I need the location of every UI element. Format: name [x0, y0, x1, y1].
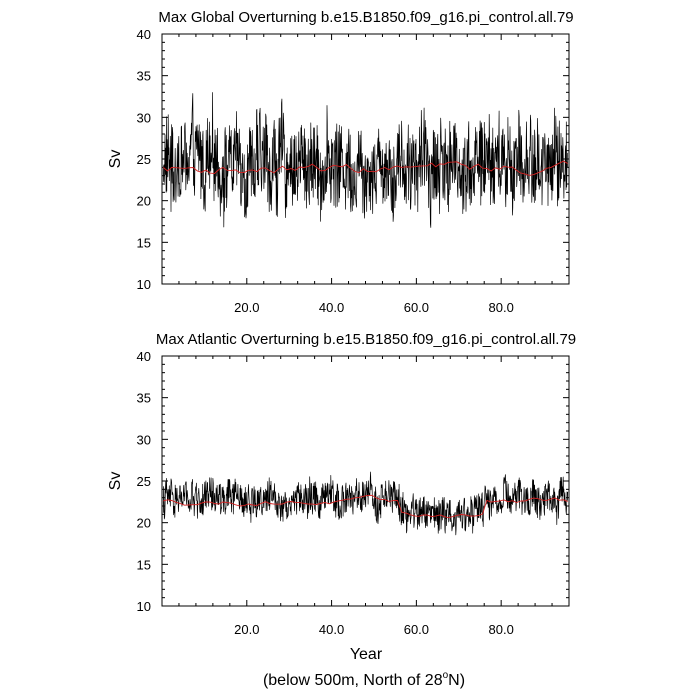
- global-y-tick-label: 35: [137, 69, 151, 84]
- global-x-tick-label: 20.0: [234, 300, 259, 315]
- footnote-degree: o: [443, 670, 449, 681]
- atlantic-y-tick-label: 35: [137, 391, 151, 406]
- global-overturning-panel: Max Global Overturning b.e15.B1850.f09_g…: [107, 9, 574, 315]
- atlantic-y-tick-label: 40: [137, 349, 151, 364]
- global-y-tick-label: 20: [137, 194, 151, 209]
- global-y-tick-label: 30: [137, 110, 151, 125]
- atlantic-y-tick-label: 15: [137, 557, 151, 572]
- global-y-tick-label: 15: [137, 235, 151, 250]
- global-plot-frame: [161, 33, 570, 285]
- atlantic-y-tick-label: 30: [137, 432, 151, 447]
- atlantic-plot-frame: [161, 355, 570, 607]
- global-series-monthly-line: [162, 92, 569, 228]
- atlantic-x-tick-label: 40.0: [319, 622, 344, 637]
- footnote-suffix: N): [448, 672, 465, 689]
- global-chart-title: Max Global Overturning b.e15.B1850.f09_g…: [158, 9, 573, 26]
- atlantic-y-tick-label: 10: [137, 599, 151, 614]
- atlantic-x-tick-label: 80.0: [489, 622, 514, 637]
- footnote: (below 500m, North of 28oN): [263, 670, 465, 689]
- global-ticks: 10 15 20 25 30 35 40 20.0 40.0 60.0 80.0: [137, 27, 569, 315]
- global-y-tick-label: 10: [137, 277, 151, 292]
- atlantic-y-tick-label: 25: [137, 474, 151, 489]
- atlantic-ticks: 10 15 20 25 30 35 40 20.0 40.0 60.0 80.0: [137, 349, 569, 637]
- footnote-prefix: (below 500m, North of 28: [263, 672, 443, 689]
- global-series-annual-mean-line: [163, 160, 568, 176]
- global-y-axis-label: Sv: [107, 150, 124, 169]
- atlantic-series-monthly-line: [162, 471, 569, 536]
- atlantic-overturning-panel: Max Atlantic Overturning b.e15.B1850.f09…: [107, 331, 576, 663]
- atlantic-x-tick-label: 60.0: [404, 622, 429, 637]
- global-y-tick-label: 25: [137, 152, 151, 167]
- atlantic-series-annual-mean-line: [163, 494, 568, 519]
- global-x-tick-label: 80.0: [489, 300, 514, 315]
- atlantic-chart-title: Max Atlantic Overturning b.e15.B1850.f09…: [156, 331, 576, 348]
- atlantic-y-tick-label: 20: [137, 516, 151, 531]
- x-axis-label: Year: [350, 646, 383, 663]
- global-x-tick-label: 40.0: [319, 300, 344, 315]
- global-x-tick-label: 60.0: [404, 300, 429, 315]
- atlantic-x-tick-label: 20.0: [234, 622, 259, 637]
- atlantic-series: [162, 471, 569, 536]
- global-series: [162, 92, 569, 228]
- atlantic-y-axis-label: Sv: [107, 472, 124, 491]
- global-y-tick-label: 40: [137, 27, 151, 42]
